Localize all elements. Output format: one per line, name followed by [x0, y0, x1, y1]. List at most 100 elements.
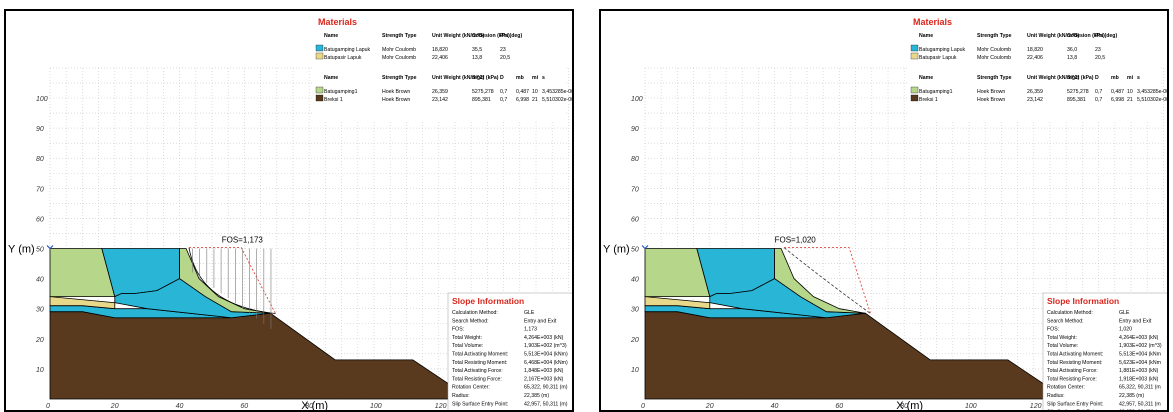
materials-legend-bg — [909, 14, 1159, 122]
materials-header: Phi (deg) — [1095, 33, 1117, 39]
materials-cell: Mohr Coulomb — [977, 47, 1011, 53]
slope-info-value: 1,903E+002 (m^3) — [1119, 343, 1162, 349]
materials-title: Materials — [913, 17, 952, 27]
slope-info-value: Entry and Exit — [1119, 318, 1152, 324]
y-tick-label: 60 — [631, 216, 639, 223]
y-tick-label: 90 — [36, 126, 44, 133]
slope-info-key: FOS: — [452, 327, 464, 333]
fos-label: FOS=1,173 — [222, 235, 264, 244]
materials-cell: 0,7 — [1095, 89, 1102, 95]
materials-header: Phi (deg) — [500, 33, 522, 39]
slope-info-key: Slip Surface Entry Point: — [452, 401, 508, 407]
slope-info-key: Search Method: — [452, 318, 489, 324]
materials-header: Name — [324, 75, 338, 81]
slope-info-key: Total Resisting Moment: — [1047, 360, 1102, 366]
materials-cell: 5275,278 — [472, 89, 494, 95]
boundary-marker-icon — [46, 245, 54, 250]
slope-info-value: 1,903E+002 (m^3) — [524, 343, 567, 349]
materials-header: Strength Type — [382, 75, 417, 81]
y-tick-label: 100 — [36, 96, 48, 103]
materials-cell: 20,5 — [1095, 55, 1105, 61]
material-swatch — [910, 86, 919, 94]
slope-info-value: 1,918E+003 (kN) — [1119, 376, 1159, 382]
materials-cell: 26,359 — [432, 89, 448, 95]
materials-cell: Mohr Coulomb — [977, 55, 1011, 61]
material-swatch — [315, 52, 324, 60]
materials-cell: 21 — [532, 97, 538, 103]
materials-header: Sigci (kPa) — [1067, 75, 1094, 81]
slope-info-title: Slope Information — [452, 296, 524, 306]
materials-header: Sigci (kPa) — [472, 75, 499, 81]
materials-cell: 5,510302e-002 — [542, 97, 572, 103]
x-tick-label: 100 — [965, 403, 977, 410]
slope-info-key: Rotation Center: — [1047, 385, 1085, 391]
slope-model-panel-left: Y (m) X (m) 10 20 30 40 50 60 70 80 90 100 0 20 40 60 80… — [4, 9, 574, 412]
materials-cell: Hoek Brown — [977, 89, 1005, 95]
materials-header: s — [1137, 75, 1140, 81]
y-tick-label: 30 — [631, 307, 639, 314]
slope-info-key: Radius: — [452, 393, 470, 399]
slope-info-key: FOS: — [1047, 327, 1059, 333]
x-axis-label: X (m) — [301, 400, 328, 410]
slope-info-key: Radius: — [1047, 393, 1065, 399]
materials-header: Cohesion (kPa) — [472, 33, 510, 39]
materials-cell: Mohr Coulomb — [382, 47, 416, 53]
materials-cell: 3,453285e-004 — [542, 89, 572, 95]
materials-cell: Batupasir Lapuk — [324, 55, 362, 61]
slope-info-value: 5,623E+004 (kNm — [1119, 360, 1161, 366]
y-axis-label: Y (m) — [8, 244, 35, 256]
materials-cell: 20,5 — [500, 55, 510, 61]
x-tick-label: 20 — [110, 403, 119, 410]
materials-cell: 5,510302e-00 — [1137, 97, 1167, 103]
y-tick-label: 80 — [631, 156, 639, 163]
materials-cell: 23 — [500, 47, 506, 53]
materials-cell: Batupasir Lapuk — [919, 55, 957, 61]
y-tick-label: 90 — [631, 126, 639, 133]
y-tick-label: 10 — [631, 367, 639, 374]
y-tick-label: 70 — [36, 186, 44, 193]
materials-header: D — [500, 75, 504, 81]
materials-cell: 22,406 — [432, 55, 448, 61]
x-tick-label: 80 — [900, 403, 908, 410]
y-tick-label: 40 — [631, 277, 639, 284]
slope-info-key: Rotation Center: — [452, 385, 490, 391]
slope-info-value: 1,020 — [1119, 327, 1132, 333]
slope-info-value: 6,468E+004 (kNm) — [524, 360, 568, 366]
slope-info-value: GLE — [524, 310, 535, 316]
slope-info-bg — [1042, 292, 1167, 410]
slope-info-value: 22,385 (m) — [1119, 393, 1144, 399]
materials-header: mb — [516, 75, 524, 81]
materials-cell: Batugamping Lapuk — [324, 47, 371, 53]
material-swatch — [910, 44, 919, 52]
materials-header: Strength Type — [977, 33, 1012, 39]
slope-info-key: Search Method: — [1047, 318, 1084, 324]
y-tick-label: 100 — [631, 96, 643, 103]
slope-info-key: Total Activating Moment: — [1047, 352, 1103, 358]
slope-info-title: Slope Information — [1047, 296, 1119, 306]
materials-cell: 23,142 — [432, 97, 448, 103]
x-tick-label: 60 — [835, 403, 843, 410]
y-tick-label: 10 — [36, 367, 44, 374]
slip-surface-curve — [188, 247, 276, 314]
slope-info-key: Total Resisting Moment: — [452, 360, 507, 366]
materials-cell: 6,998 — [1111, 97, 1124, 103]
materials-cell: Batugamping1 — [324, 89, 358, 95]
materials-header: Name — [324, 33, 338, 39]
material-swatch — [315, 94, 324, 102]
materials-cell: 0,487 — [516, 89, 529, 95]
slope-info-value: 42,957, 50,311 (m — [1119, 401, 1161, 407]
slope-info-value: 1,848E+003 (kN) — [524, 368, 564, 374]
materials-cell: Batugamping1 — [919, 89, 953, 95]
x-axis-label: X (m) — [896, 400, 923, 410]
y-tick-label: 40 — [36, 277, 44, 284]
slope-info-key: Total Resisting Force: — [1047, 376, 1097, 382]
slope-info-key: Total Activating Moment: — [452, 352, 508, 358]
x-tick-label: 120 — [1030, 403, 1042, 410]
slope-model-left: Y (m) X (m) 10 20 30 40 50 60 70 80 90 100 0 20 40 60 80… — [8, 14, 572, 410]
materials-cell: 5275,278 — [1067, 89, 1089, 95]
materials-cell: Mohr Coulomb — [382, 55, 416, 61]
slope-info-value: 1,173 — [524, 327, 537, 333]
y-tick-label: 20 — [35, 337, 44, 344]
slope-info-key: Total Activating Force: — [1047, 368, 1098, 374]
materials-title: Materials — [318, 17, 357, 27]
